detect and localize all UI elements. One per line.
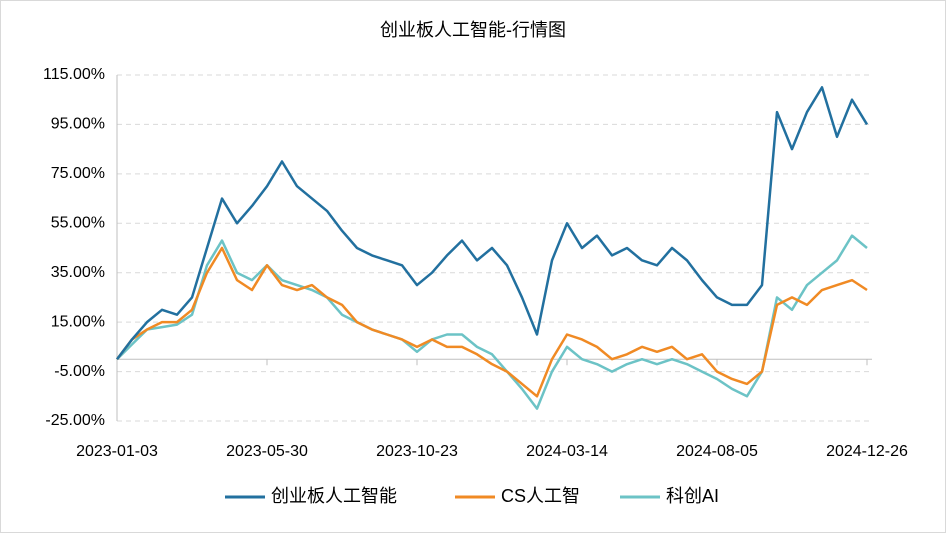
line [116,86,869,360]
legend-label: 创业板人工智能 [271,486,397,506]
y-tick-label: -5.00% [54,363,105,380]
x-tick-label: 2024-03-14 [526,443,608,460]
y-tick-label: 55.00% [51,215,105,232]
x-tick-label: 2023-05-30 [226,443,308,460]
chart-title: 创业板人工智能-行情图 [380,20,566,40]
y-tick-label: 95.00% [51,116,105,133]
x-tick-label: 2024-08-05 [676,443,758,460]
y-tick-label: 35.00% [51,264,105,281]
x-tick-label: 2024-12-26 [826,443,908,460]
x-tick-label: 2023-01-03 [76,443,158,460]
y-tick-label: 75.00% [51,165,105,182]
y-tick-label: -25.00% [45,412,105,429]
y-tick-label: 15.00% [51,313,105,330]
line [116,234,868,410]
line [116,246,868,398]
legend-label: 科创AI [666,486,719,506]
y-tick-label: 115.00% [43,66,105,83]
x-tick-label: 2023-10-23 [376,443,458,460]
legend-label: CS人工智 [501,486,580,506]
